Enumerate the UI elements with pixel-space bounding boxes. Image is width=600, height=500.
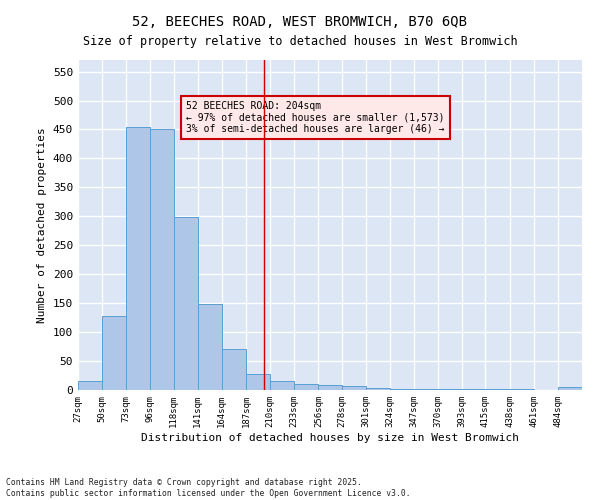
Bar <box>246 374 270 390</box>
X-axis label: Distribution of detached houses by size in West Bromwich: Distribution of detached houses by size … <box>141 432 519 442</box>
Bar <box>341 386 366 390</box>
Bar <box>390 389 414 390</box>
Bar <box>151 130 173 390</box>
Bar <box>414 389 438 390</box>
Bar <box>173 217 198 390</box>
Text: 52 BEECHES ROAD: 204sqm
← 97% of detached houses are smaller (1,573)
3% of semi-: 52 BEECHES ROAD: 204sqm ← 97% of detache… <box>186 100 445 134</box>
Bar <box>295 384 319 390</box>
Bar <box>558 387 582 390</box>
Bar <box>127 126 151 390</box>
Text: 52, BEECHES ROAD, WEST BROMWICH, B70 6QB: 52, BEECHES ROAD, WEST BROMWICH, B70 6QB <box>133 15 467 29</box>
Text: Size of property relative to detached houses in West Bromwich: Size of property relative to detached ho… <box>83 35 517 48</box>
Bar <box>222 350 246 390</box>
Bar <box>366 388 390 390</box>
Bar <box>102 316 127 390</box>
Bar <box>319 386 341 390</box>
Bar <box>198 304 222 390</box>
Y-axis label: Number of detached properties: Number of detached properties <box>37 127 47 323</box>
Bar <box>78 382 102 390</box>
Bar <box>270 382 294 390</box>
Text: Contains HM Land Registry data © Crown copyright and database right 2025.
Contai: Contains HM Land Registry data © Crown c… <box>6 478 410 498</box>
